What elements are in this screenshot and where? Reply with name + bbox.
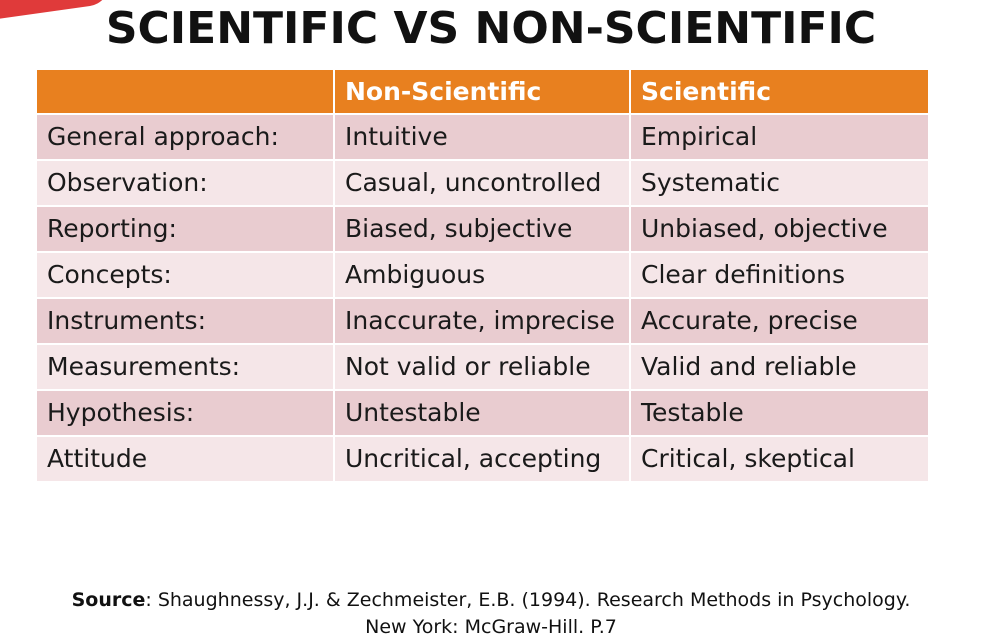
source-citation: Source: Shaughnessy, J.J. & Zechmeister,… <box>60 587 922 641</box>
table-header-row: Non-Scientific Scientific <box>37 70 928 114</box>
row-label: General approach: <box>37 114 335 160</box>
header-cell-non-scientific: Non-Scientific <box>334 70 631 114</box>
header-cell-empty <box>37 70 335 114</box>
table-row: Instruments: Inaccurate, imprecise Accur… <box>37 298 928 344</box>
scientific-cell: Clear definitions <box>630 252 928 298</box>
non-scientific-cell: Ambiguous <box>334 252 631 298</box>
non-scientific-cell: Untestable <box>334 390 631 436</box>
comparison-table: Non-Scientific Scientific General approa… <box>37 70 928 481</box>
row-label: Concepts: <box>37 252 335 298</box>
table-row: Attitude Uncritical, accepting Critical,… <box>37 436 928 481</box>
row-label: Reporting: <box>37 206 335 252</box>
row-label: Instruments: <box>37 298 335 344</box>
table-row: Hypothesis: Untestable Testable <box>37 390 928 436</box>
table-row: Concepts: Ambiguous Clear definitions <box>37 252 928 298</box>
slide-title: SCIENTIFIC VS NON-SCIENTIFIC <box>105 3 877 54</box>
non-scientific-cell: Biased, subjective <box>334 206 631 252</box>
scientific-cell: Critical, skeptical <box>630 436 928 481</box>
table-row: Observation: Casual, uncontrolled System… <box>37 160 928 206</box>
scientific-cell: Valid and reliable <box>630 344 928 390</box>
non-scientific-cell: Intuitive <box>334 114 631 160</box>
non-scientific-cell: Uncritical, accepting <box>334 436 631 481</box>
row-label: Observation: <box>37 160 335 206</box>
scientific-cell: Unbiased, objective <box>630 206 928 252</box>
row-label: Attitude <box>37 436 335 481</box>
source-label: Source <box>71 589 146 611</box>
scientific-cell: Systematic <box>630 160 928 206</box>
source-text: : Shaughnessy, J.J. & Zechmeister, E.B. … <box>145 589 911 638</box>
table-row: Reporting: Biased, subjective Unbiased, … <box>37 206 928 252</box>
non-scientific-cell: Casual, uncontrolled <box>334 160 631 206</box>
table-row: Measurements: Not valid or reliable Vali… <box>37 344 928 390</box>
scientific-cell: Testable <box>630 390 928 436</box>
scientific-cell: Empirical <box>630 114 928 160</box>
scientific-cell: Accurate, precise <box>630 298 928 344</box>
non-scientific-cell: Not valid or reliable <box>334 344 631 390</box>
row-label: Hypothesis: <box>37 390 335 436</box>
non-scientific-cell: Inaccurate, imprecise <box>334 298 631 344</box>
row-label: Measurements: <box>37 344 335 390</box>
table-row: General approach: Intuitive Empirical <box>37 114 928 160</box>
header-cell-scientific: Scientific <box>630 70 928 114</box>
